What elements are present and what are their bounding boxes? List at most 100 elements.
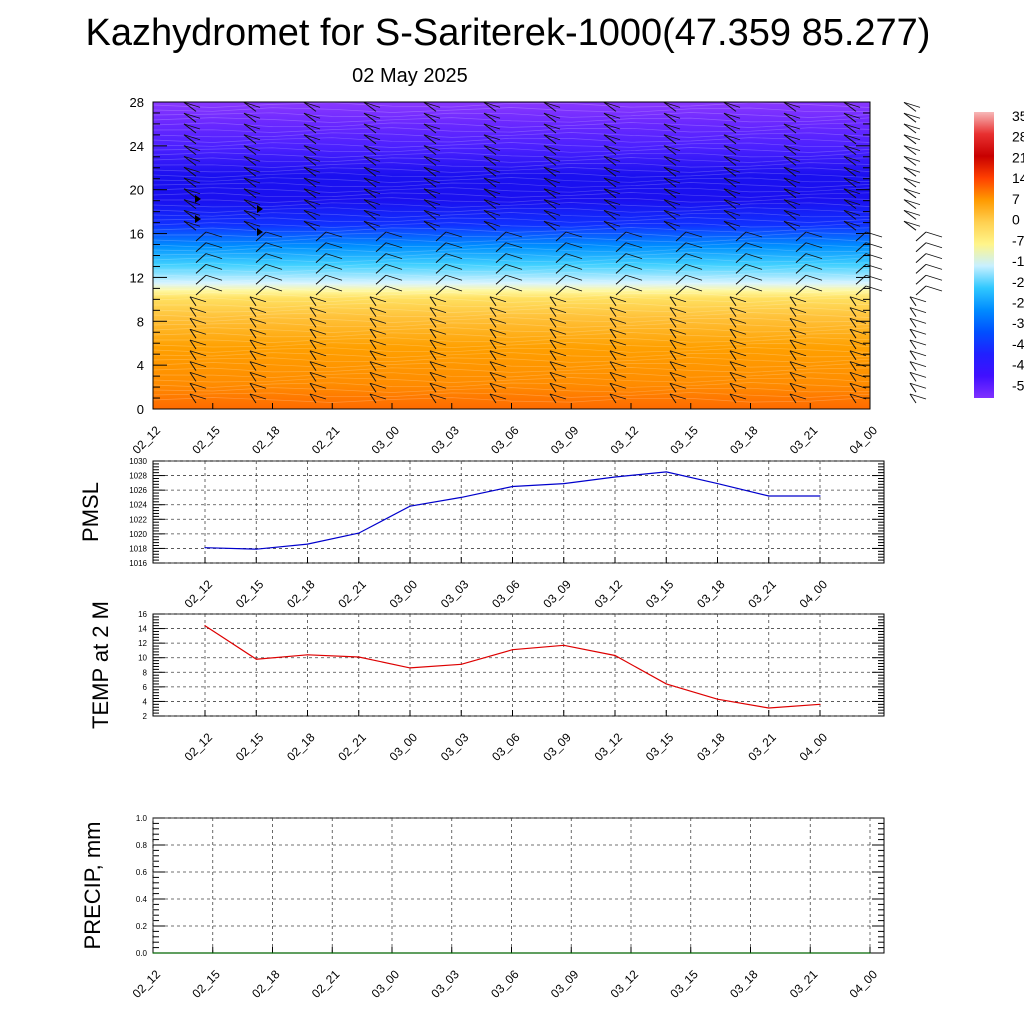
wind-barb (303, 188, 317, 199)
wind-barb (549, 382, 557, 393)
wind-barb (183, 134, 197, 145)
wind-barb (309, 296, 317, 307)
wind-barb-flag (603, 123, 621, 130)
wind-barb-flag (429, 393, 447, 400)
wind-barb (363, 166, 377, 177)
wind-barb (309, 350, 317, 361)
wind-barb-flag (445, 253, 463, 259)
y-tick-label: 4 (137, 358, 144, 373)
wind-barb-flag (609, 296, 627, 303)
wind-barb-flag (729, 318, 747, 324)
x-tick-label: 02_18 (284, 730, 318, 764)
wind-barb (549, 361, 557, 371)
wind-barb (735, 274, 747, 285)
data-point (690, 952, 692, 954)
contour-line (153, 302, 871, 308)
y-tick-label: 14 (138, 625, 147, 634)
wind-barb (249, 339, 257, 350)
x-tick-label: 02_18 (284, 577, 318, 611)
wind-barb (315, 274, 327, 285)
wind-barb (423, 134, 437, 145)
wind-barb (195, 264, 207, 274)
wind-barb-flag (445, 231, 463, 238)
contour-line (153, 267, 871, 273)
wind-barb-flag (685, 274, 703, 281)
contour-line (152, 167, 871, 173)
wind-barb (663, 134, 677, 145)
wind-barb (555, 242, 567, 253)
wind-barb-flag (189, 296, 207, 303)
data-point (614, 654, 616, 657)
wind-barb (903, 155, 917, 166)
contour-line (152, 232, 871, 238)
wind-barb-flag (543, 156, 561, 162)
y-tick-label: 0.0 (136, 949, 148, 958)
data-point (460, 496, 462, 499)
wind-barb (549, 350, 557, 361)
contour-line (152, 132, 871, 138)
wind-barb-flag (925, 285, 943, 292)
wind-barb (729, 361, 737, 371)
wind-barb (543, 209, 557, 220)
wind-barb-pennant (195, 195, 201, 203)
wind-barb (909, 339, 917, 350)
wind-barb (549, 296, 557, 307)
wind-barb (795, 242, 807, 253)
wind-barb-flag (309, 350, 327, 357)
wind-barb (855, 274, 867, 285)
wind-barb-flag (909, 328, 927, 335)
wind-barb (915, 242, 927, 253)
wind-barb-flag (909, 361, 927, 367)
wind-barb-flag (183, 177, 201, 184)
wind-barb-flag (865, 242, 883, 249)
wind-barb-flag (505, 264, 523, 270)
wind-barb (363, 123, 377, 134)
x-tick-label: 02_12 (182, 577, 216, 611)
wind-barb-flag (489, 361, 507, 367)
wind-barb (609, 339, 617, 350)
contour-line (152, 367, 871, 373)
wind-barb (363, 199, 377, 210)
wind-barb-flag (189, 328, 207, 335)
wind-barb-flag (183, 166, 201, 173)
wind-barb-flag (505, 285, 523, 292)
wind-barb (243, 220, 257, 231)
wind-barb (195, 231, 207, 242)
wind-barb-flag (205, 274, 223, 281)
wind-barb (723, 155, 737, 166)
wind-barb (735, 253, 747, 263)
wind-barb-flag (423, 123, 441, 130)
wind-barb (663, 166, 677, 177)
wind-barb-flag (843, 102, 861, 108)
wind-barb (603, 155, 617, 166)
wind-barb-flag (369, 361, 387, 367)
wind-barb-flag (849, 307, 867, 313)
wind-barb-flag (543, 134, 561, 141)
wind-barb (675, 242, 687, 253)
wind-barb-flag (363, 220, 381, 227)
wind-barb (183, 112, 197, 123)
wind-barb-flag (243, 210, 261, 216)
wind-barb (243, 166, 257, 177)
y-tick-label: 0.2 (136, 922, 148, 931)
wind-barb-flag (549, 296, 567, 303)
wind-barb-flag (483, 102, 501, 108)
wind-barb (303, 166, 317, 177)
data-point (409, 667, 411, 669)
wind-barb-flag (783, 156, 801, 162)
wind-barb (663, 199, 677, 210)
data-point (331, 952, 333, 954)
x-tick-label: 03_18 (727, 423, 761, 457)
wind-barb (249, 393, 257, 404)
wind-barb-flag (625, 264, 643, 270)
wind-barb-flag (789, 328, 807, 335)
wind-barb-flag (903, 199, 921, 205)
wind-barb (603, 166, 617, 177)
wind-barb (843, 209, 857, 220)
data-point (306, 654, 309, 656)
wind-barb-flag (303, 134, 321, 141)
wind-barb-flag (189, 339, 207, 346)
wind-barb (243, 102, 257, 112)
data-point (614, 476, 616, 478)
wind-barb (783, 209, 797, 220)
